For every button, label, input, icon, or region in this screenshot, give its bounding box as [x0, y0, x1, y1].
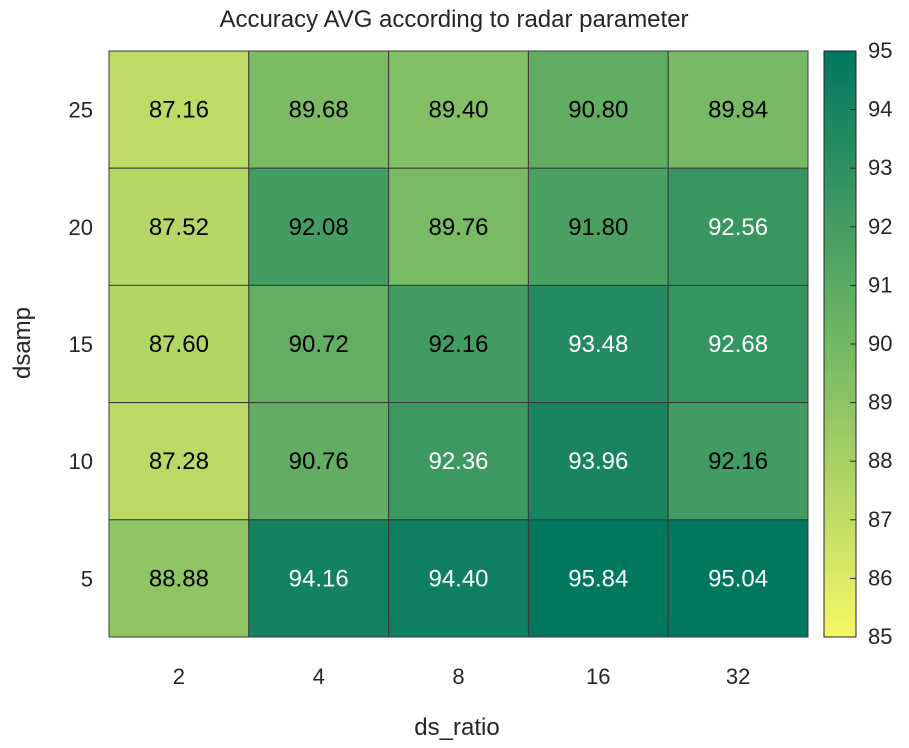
- heatmap-cell: [667, 167, 809, 286]
- heatmap-cell: [108, 167, 250, 286]
- colorbar-tick-label: 95: [868, 38, 892, 63]
- heatmap-cell: [108, 50, 250, 169]
- cell-value-label: 92.68: [708, 331, 768, 358]
- cell-value-label: 87.52: [149, 214, 209, 241]
- heatmap-cell: [388, 402, 529, 521]
- colorbar-tick-label: 86: [868, 565, 892, 590]
- heatmap-cell: [248, 50, 390, 169]
- heatmap-cell: [667, 402, 809, 521]
- colorbar-tick-label: 91: [868, 272, 892, 297]
- cell-value-label: 91.80: [568, 214, 628, 241]
- cell-value-label: 90.76: [289, 448, 349, 475]
- cell-value-label: 93.48: [568, 331, 628, 358]
- cell-value-label: 94.40: [428, 565, 488, 592]
- heatmap-cell: [667, 519, 809, 638]
- heatmap-cells: 87.16 89.68 89.40 90.80 89.84 87.52 92.08 89.76…: [108, 50, 809, 638]
- colorbar-tick-label: 85: [868, 624, 892, 649]
- colorbar-tick-label: 87: [868, 507, 892, 532]
- cell-value-label: 87.28: [149, 448, 209, 475]
- cell-value-label: 95.84: [568, 565, 628, 592]
- heatmap-cell: [527, 284, 669, 404]
- colorbar-tick-label: 93: [868, 155, 892, 180]
- heatmap-cell: [388, 519, 529, 638]
- colorbar-tick-label: 94: [868, 97, 892, 122]
- heatmap-cell: [248, 519, 390, 638]
- heatmap-cell: [108, 402, 250, 521]
- colorbar-tick-label: 88: [868, 448, 892, 473]
- cell-value-label: 92.36: [428, 448, 488, 475]
- y-tick-label: 25: [69, 98, 93, 123]
- cell-value-label: 90.80: [568, 97, 628, 124]
- x-tick-label: 8: [452, 664, 464, 689]
- cell-value-label: 92.16: [708, 448, 768, 475]
- heatmap-cell: [248, 402, 390, 521]
- cell-value-label: 89.40: [428, 97, 488, 124]
- chart-title: Accuracy AVG according to radar paramete…: [219, 6, 688, 33]
- heatmap-cell: [527, 50, 669, 169]
- y-tick-label: 5: [81, 566, 93, 591]
- cell-value-label: 92.08: [289, 214, 349, 241]
- x-axis-label: ds_ratio: [414, 714, 499, 741]
- x-tick-label: 2: [173, 664, 185, 689]
- cell-value-label: 93.96: [568, 448, 628, 475]
- cell-value-label: 90.72: [289, 331, 349, 358]
- y-tick-label: 20: [69, 215, 93, 240]
- colorbar-ticks: 85 86 87 88 89 90 91 92 93 94 95: [850, 38, 892, 649]
- heatmap-cell: [527, 402, 669, 521]
- y-tick-label: 10: [69, 449, 93, 474]
- colorbar-tick-label: 89: [868, 390, 892, 415]
- cell-value-label: 94.16: [289, 565, 349, 592]
- heatmap-cell: [108, 519, 250, 638]
- heatmap-cell: [667, 50, 809, 169]
- cell-value-label: 92.56: [708, 214, 768, 241]
- cell-value-label: 88.88: [149, 565, 209, 592]
- cell-value-label: 89.76: [428, 214, 488, 241]
- x-tick-label: 32: [726, 664, 750, 689]
- heatmap-cell: [248, 284, 390, 404]
- cell-value-label: 89.68: [289, 97, 349, 124]
- cell-value-label: 92.16: [428, 331, 488, 358]
- colorbar-tick-label: 90: [868, 331, 892, 356]
- colorbar-tick-label: 92: [868, 214, 892, 239]
- x-axis-ticks: 2 4 8 16 32: [173, 664, 751, 689]
- heatmap-cell: [388, 167, 529, 286]
- heatmap-cell: [388, 50, 529, 169]
- heatmap-cell: [667, 284, 809, 404]
- y-tick-label: 15: [69, 332, 93, 357]
- y-axis-label: dsamp: [9, 307, 36, 379]
- cell-value-label: 89.84: [708, 97, 768, 124]
- cell-value-label: 87.16: [149, 97, 209, 124]
- heatmap-cell: [388, 284, 529, 404]
- cell-value-label: 95.04: [708, 565, 768, 592]
- x-tick-label: 16: [586, 664, 610, 689]
- x-tick-label: 4: [313, 664, 325, 689]
- cell-value-label: 87.60: [149, 331, 209, 358]
- y-axis-ticks: 25 20 15 10 5: [69, 98, 93, 592]
